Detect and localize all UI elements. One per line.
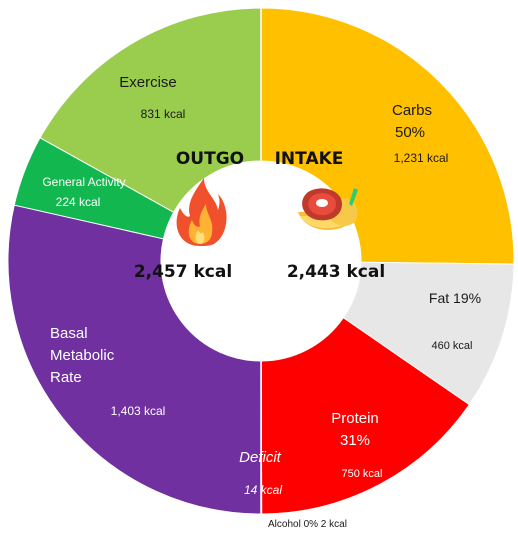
bmr-label: Basal Metabolic Rate	[50, 325, 118, 386]
intake-total: 2,443 kcal	[287, 262, 385, 282]
fat-value: 460 kcal	[432, 340, 473, 352]
bmr-value: 1,403 kcal	[111, 404, 166, 418]
general-activity-label: General Activity	[42, 175, 125, 189]
bmr-label-line-3: Rate	[50, 369, 82, 386]
general-activity-value: 224 kcal	[56, 195, 101, 209]
bmr-label-line-1: Basal	[50, 325, 88, 342]
outgo-title: OUTGO	[176, 149, 244, 169]
fat-label: Fat 19%	[429, 290, 481, 306]
outgo-total: 2,457 kcal	[134, 262, 232, 282]
donut-slices	[7, 7, 515, 515]
protein-value: 750 kcal	[342, 468, 383, 480]
exercise-value: 831 kcal	[141, 107, 186, 121]
steak-icon	[298, 188, 358, 230]
carbs-percent: 50%	[395, 124, 425, 141]
intake-title: INTAKE	[275, 149, 344, 169]
deficit-label: Deficit	[239, 449, 282, 466]
exercise-label: Exercise	[119, 74, 177, 91]
deficit-value: 14 kcal	[244, 483, 282, 497]
carbs-value: 1,231 kcal	[394, 151, 449, 165]
carbs-label: Carbs	[392, 102, 432, 119]
flame-icon	[176, 178, 227, 246]
bmr-label-line-2: Metabolic	[50, 347, 115, 364]
protein-label: Protein	[331, 410, 379, 427]
protein-percent: 31%	[340, 432, 370, 449]
alcohol-annotation: Alcohol 0% 2 kcal	[268, 519, 347, 530]
